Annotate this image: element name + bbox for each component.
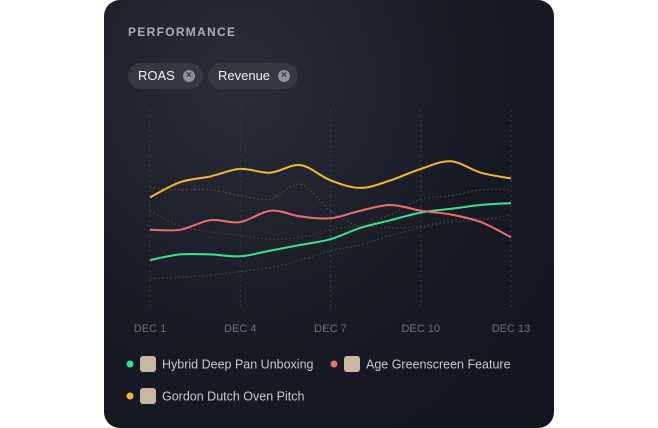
legend-avatar [140, 388, 156, 404]
legend-label: Age Greenscreen Feature [366, 357, 511, 371]
legend-label: Hybrid Deep Pan Unboxing [162, 357, 314, 371]
legend-dot [126, 392, 134, 400]
chip-remove[interactable]: × [278, 70, 291, 82]
legend-dot [126, 360, 134, 368]
previous-line [149, 183, 512, 227]
previous-line [149, 214, 512, 280]
x-tick-label: DEC 7 [314, 323, 346, 335]
x-tick-label: DEC 1 [134, 323, 166, 335]
previous-line [149, 210, 512, 240]
series-line [149, 202, 512, 262]
legend-dot [330, 360, 338, 368]
series-line [149, 203, 512, 239]
chip-remove[interactable]: × [182, 70, 195, 82]
x-tick-label: DEC 4 [224, 323, 256, 335]
performance-card: PERFORMANCE ROAS × Revenue × DEC 1 DEC 4 DEC… [104, 0, 554, 428]
filter-chip[interactable]: ROAS × [128, 63, 203, 89]
legend-avatar [140, 356, 156, 372]
series-line [149, 160, 512, 199]
chart: DEC 1 DEC 4 DEC 7 DEC 10 DEC 13 Hybrid Deep P… [126, 110, 531, 404]
x-tick-label: DEC 10 [401, 323, 440, 335]
legend-label: Gordon Dutch Oven Pitch [162, 389, 304, 403]
chip-label: ROAS [138, 68, 175, 83]
legend-avatar [344, 356, 360, 372]
card-title: PERFORMANCE [128, 25, 237, 39]
chip-label: Revenue [218, 68, 271, 83]
filter-chip[interactable]: Revenue × [208, 63, 299, 89]
x-tick-label: DEC 13 [492, 323, 531, 335]
